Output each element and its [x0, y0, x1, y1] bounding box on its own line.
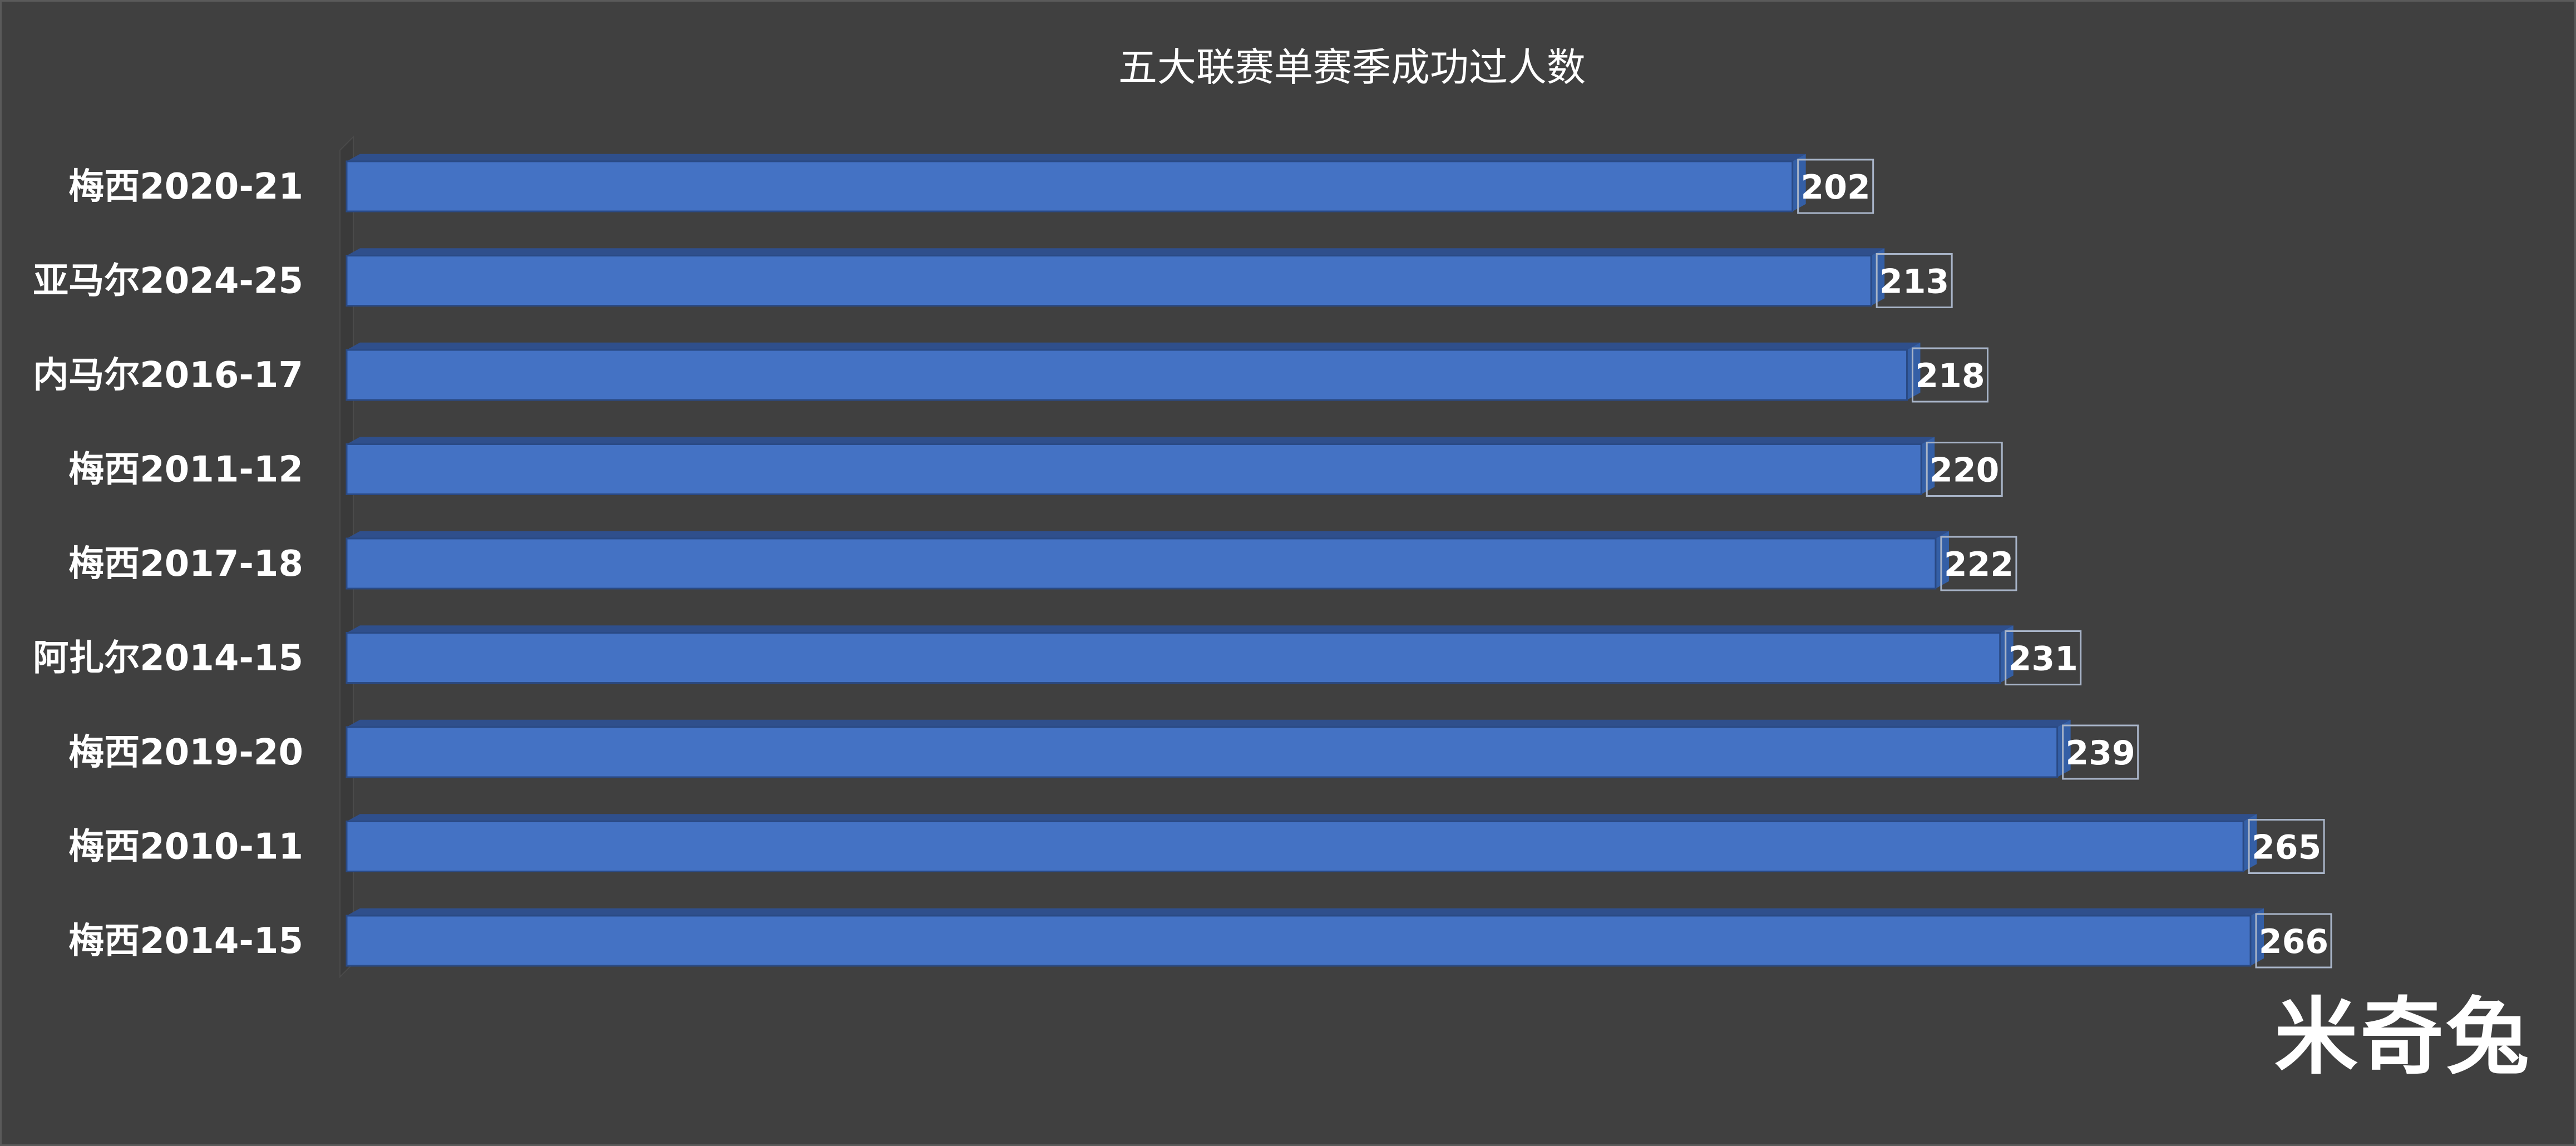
data-label-box: [1797, 159, 1874, 214]
bar-end-face: [2251, 908, 2264, 966]
data-label-box: [1926, 442, 2003, 497]
bar-end-face: [1921, 437, 1935, 495]
bar-top-face: [347, 908, 2264, 916]
category-label: 梅西2014-15: [68, 921, 303, 962]
bar-end-face: [1792, 154, 1806, 211]
bar-end-face: [2000, 625, 2014, 683]
data-label: 218: [1915, 357, 1985, 396]
data-label: 265: [2252, 828, 2321, 867]
data-label-box: [2005, 630, 2082, 685]
category-label: 梅西2011-12: [68, 449, 303, 491]
bar-top-face: [347, 248, 1885, 256]
data-label-box: [1940, 536, 2017, 591]
bar-top-face: [347, 625, 2014, 633]
bar: [346, 726, 2059, 778]
bar-top-face: [347, 437, 1935, 444]
chart-body: 梅西2020-21 202 亚马尔2024-25 213 内马尔2016-17 218 梅西…: [33, 135, 2332, 979]
data-label-box: [2255, 913, 2332, 969]
data-label-box: [1911, 347, 1988, 403]
bar: [346, 537, 1937, 590]
category-label: 梅西2017-18: [68, 544, 303, 585]
category-label: 梅西2019-20: [68, 732, 303, 773]
watermark: 米奇兔: [2274, 989, 2531, 1086]
data-label: 222: [1944, 545, 2014, 584]
bar: [346, 443, 1922, 495]
bar-end-face: [1935, 531, 1949, 589]
bar-end-face: [2057, 719, 2071, 777]
data-label: 231: [2009, 640, 2078, 679]
bar: [346, 255, 1872, 307]
bar-top-face: [347, 342, 1921, 350]
bar-top-face: [347, 719, 2071, 727]
bar-top-face: [347, 154, 1806, 161]
bar: [346, 632, 2001, 684]
data-label: 220: [1929, 451, 1999, 490]
data-label-box: [2062, 724, 2139, 780]
bar: [346, 160, 1794, 213]
data-label: 266: [2259, 922, 2328, 961]
category-label: 内马尔2016-17: [33, 355, 303, 396]
data-label-box: [2248, 819, 2325, 874]
chart-title: 五大联赛单赛季成功过人数: [1118, 45, 1586, 90]
category-label: 阿扎尔2014-15: [33, 638, 303, 679]
category-label: 梅西2010-11: [68, 827, 303, 868]
bar: [346, 349, 1908, 401]
data-label: 202: [1801, 168, 1871, 207]
category-label: 亚马尔2024-25: [33, 261, 303, 302]
data-label: 239: [2066, 734, 2135, 773]
bar: [346, 915, 2252, 967]
bar-top-face: [347, 531, 1949, 539]
data-label: 213: [1879, 263, 1949, 302]
bar: [346, 821, 2244, 872]
bar-end-face: [1871, 248, 1885, 306]
data-label-box: [1876, 253, 1953, 308]
category-label: 梅西2020-21: [68, 166, 303, 208]
bar-top-face: [347, 814, 2257, 822]
bar-end-face: [2243, 814, 2257, 872]
bar-end-face: [1907, 342, 1921, 400]
